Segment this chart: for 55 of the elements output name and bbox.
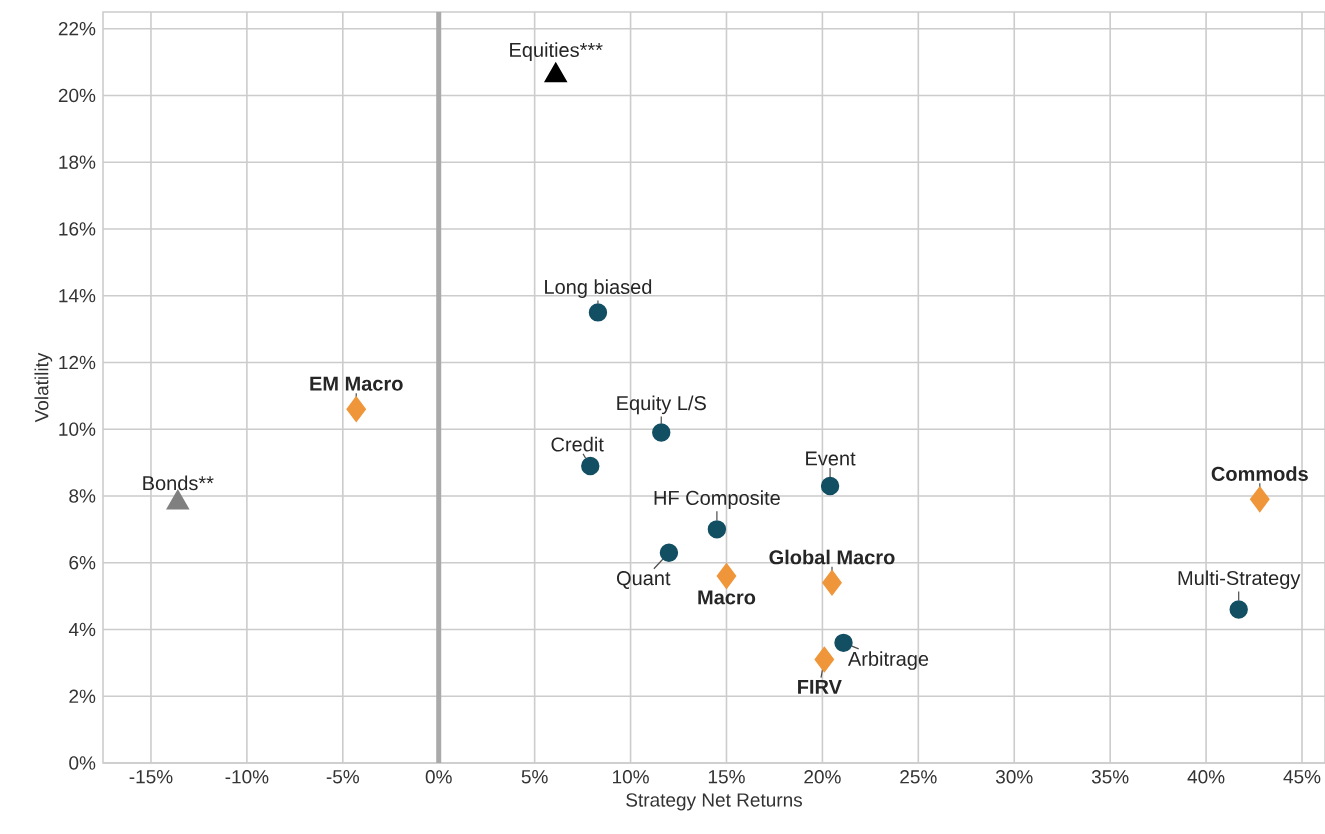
annotation: FIRV <box>798 679 842 694</box>
point <box>707 520 727 539</box>
annotation: Long biased <box>545 279 652 298</box>
x-tick-label: -5% <box>326 770 360 784</box>
annotation: Global Macro <box>769 549 895 565</box>
point <box>346 396 367 422</box>
annotation: Macro <box>698 590 756 605</box>
y-tick-label: 16% <box>59 222 96 236</box>
annotation: Quant <box>616 571 671 589</box>
y-tick-label: 10% <box>59 422 96 436</box>
point <box>1229 600 1248 619</box>
annotation: Equity L/S <box>617 395 706 415</box>
point <box>588 303 608 322</box>
point <box>822 569 842 596</box>
x-tick-label: 25% <box>900 770 937 784</box>
x-tick-label: 45% <box>1283 770 1321 784</box>
x-tick-label: 15% <box>708 770 745 784</box>
annotation: Commods <box>1211 466 1308 481</box>
annotation: Event <box>806 451 856 466</box>
annotation: HF Composite <box>654 490 780 509</box>
y-tick-label: 2% <box>69 689 96 703</box>
point <box>1250 486 1270 513</box>
y-axis-title: Volatility <box>34 352 53 423</box>
annotation: Arbitrage <box>847 651 929 670</box>
annotation: Multi-Strategy <box>1178 570 1301 590</box>
annotation: Credit <box>551 436 604 452</box>
point <box>814 646 835 673</box>
x-tick-label: 30% <box>995 770 1033 784</box>
y-tick-label: 12% <box>59 355 96 370</box>
y-tick-label: 20% <box>58 88 96 103</box>
y-tick-label: 18% <box>59 155 96 169</box>
y-tick-label: 22% <box>58 21 96 36</box>
x-axis-title: Strategy Net Returns <box>626 793 803 811</box>
y-tick-label: 8% <box>69 489 96 503</box>
annotation: Equities*** <box>510 42 603 61</box>
point <box>820 476 840 496</box>
y-tick-label: 4% <box>68 622 96 637</box>
x-tick-label: -10% <box>225 770 269 784</box>
x-tick-label: 40% <box>1187 770 1225 784</box>
y-tick-label: 6% <box>69 556 96 570</box>
annotation: EM Macro <box>310 376 403 391</box>
point <box>834 633 853 653</box>
point <box>652 423 671 442</box>
annotation: Bonds** <box>143 475 214 491</box>
y-tick-label: 0% <box>69 756 96 770</box>
point <box>659 543 679 562</box>
y-tick-label: 14% <box>59 289 96 303</box>
x-tick-label: 10% <box>612 770 649 784</box>
x-tick-label: 20% <box>804 770 841 784</box>
x-tick-label: 5% <box>521 770 548 784</box>
x-tick-label: 0% <box>425 770 452 784</box>
point <box>581 456 600 476</box>
x-tick-label: 35% <box>1091 770 1129 784</box>
point <box>716 563 737 589</box>
x-tick-label: -15% <box>129 770 173 784</box>
